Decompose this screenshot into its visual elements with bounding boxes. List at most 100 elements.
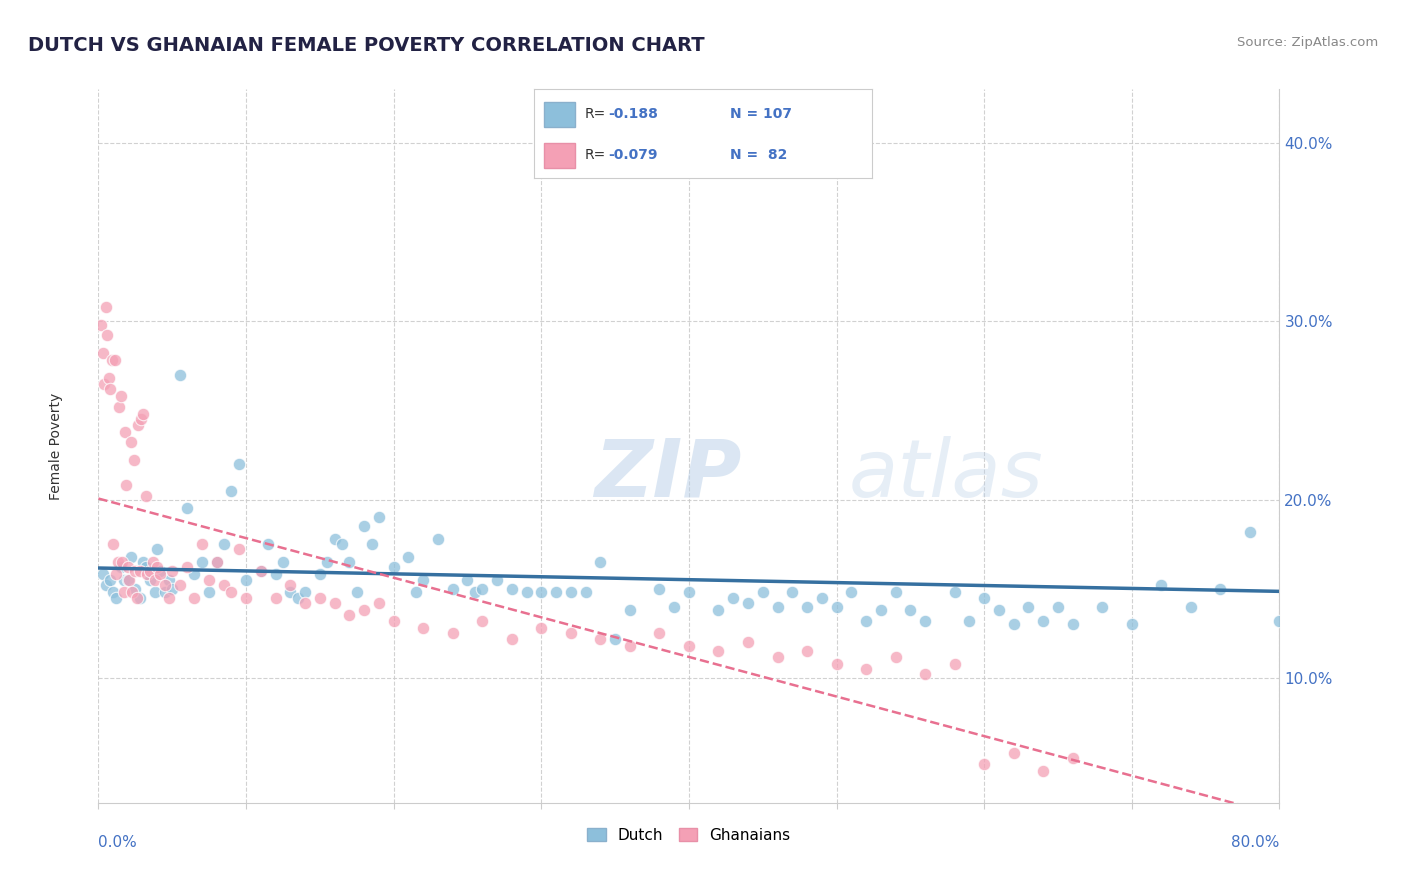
- Point: [228, 457, 250, 471]
- Text: Source: ZipAtlas.com: Source: ZipAtlas.com: [1237, 36, 1378, 49]
- Point: [1032, 764, 1054, 778]
- Point: [884, 649, 907, 664]
- Point: [104, 353, 127, 368]
- Point: [287, 591, 309, 605]
- Point: [153, 578, 176, 592]
- Text: DUTCH VS GHANAIAN FEMALE POVERTY CORRELATION CHART: DUTCH VS GHANAIAN FEMALE POVERTY CORRELA…: [28, 36, 704, 54]
- Bar: [544, 102, 575, 127]
- Point: [471, 614, 494, 628]
- Point: [250, 564, 273, 578]
- Point: [943, 657, 966, 671]
- Point: [1062, 617, 1084, 632]
- Point: [405, 585, 427, 599]
- Point: [330, 537, 353, 551]
- Point: [707, 603, 730, 617]
- Text: 0.0%: 0.0%: [98, 835, 138, 850]
- Point: [128, 591, 150, 605]
- Point: [464, 585, 486, 599]
- Point: [112, 585, 135, 599]
- Text: N =  82: N = 82: [730, 148, 787, 162]
- Text: N = 107: N = 107: [730, 107, 792, 121]
- Point: [737, 635, 759, 649]
- Point: [111, 555, 134, 569]
- Point: [198, 585, 221, 599]
- Point: [501, 632, 523, 646]
- Point: [471, 582, 494, 596]
- Point: [117, 573, 139, 587]
- Point: [108, 400, 131, 414]
- Point: [94, 300, 117, 314]
- Point: [382, 560, 405, 574]
- Point: [678, 639, 700, 653]
- Point: [146, 560, 169, 574]
- Point: [855, 662, 877, 676]
- Point: [766, 599, 789, 614]
- Point: [124, 564, 146, 578]
- Point: [796, 599, 818, 614]
- Point: [516, 585, 538, 599]
- Point: [212, 578, 235, 592]
- Point: [323, 596, 346, 610]
- Point: [589, 555, 612, 569]
- Point: [257, 537, 280, 551]
- Point: [191, 537, 214, 551]
- Text: ZIP: ZIP: [595, 435, 742, 514]
- Point: [124, 582, 146, 596]
- Point: [412, 621, 434, 635]
- Point: [546, 585, 568, 599]
- Point: [707, 644, 730, 658]
- Text: atlas: atlas: [848, 435, 1043, 514]
- Point: [560, 626, 582, 640]
- Point: [294, 585, 316, 599]
- Point: [183, 567, 205, 582]
- Point: [309, 567, 332, 582]
- Point: [169, 578, 191, 592]
- Point: [870, 603, 893, 617]
- Point: [398, 549, 420, 564]
- Point: [264, 567, 287, 582]
- Point: [114, 425, 136, 439]
- Legend: Dutch, Ghanaians: Dutch, Ghanaians: [581, 822, 797, 848]
- Point: [235, 573, 257, 587]
- Point: [1018, 599, 1040, 614]
- Text: R=: R=: [585, 107, 606, 121]
- Point: [346, 585, 368, 599]
- Point: [136, 567, 159, 582]
- Point: [105, 591, 128, 605]
- Point: [339, 555, 361, 569]
- Point: [294, 596, 316, 610]
- Point: [589, 632, 612, 646]
- Point: [1239, 524, 1261, 539]
- Point: [648, 582, 671, 596]
- Point: [782, 585, 804, 599]
- Point: [121, 585, 143, 599]
- Point: [105, 567, 128, 582]
- Point: [914, 667, 936, 681]
- Point: [205, 555, 228, 569]
- Point: [412, 573, 434, 587]
- Point: [605, 632, 627, 646]
- Point: [1209, 582, 1232, 596]
- Point: [153, 585, 176, 599]
- Point: [98, 573, 121, 587]
- Point: [943, 585, 966, 599]
- Point: [149, 567, 172, 582]
- Point: [353, 519, 375, 533]
- Point: [183, 591, 205, 605]
- Text: Female Poverty: Female Poverty: [49, 392, 63, 500]
- Point: [368, 596, 391, 610]
- Point: [309, 591, 332, 605]
- Point: [884, 585, 907, 599]
- Point: [486, 573, 509, 587]
- Text: R=: R=: [585, 148, 606, 162]
- Point: [323, 532, 346, 546]
- Point: [664, 599, 686, 614]
- Point: [1002, 746, 1025, 760]
- Point: [382, 614, 405, 628]
- Point: [91, 567, 114, 582]
- Point: [339, 608, 361, 623]
- Point: [575, 585, 598, 599]
- Text: -0.079: -0.079: [609, 148, 658, 162]
- Point: [98, 382, 121, 396]
- Point: [501, 582, 523, 596]
